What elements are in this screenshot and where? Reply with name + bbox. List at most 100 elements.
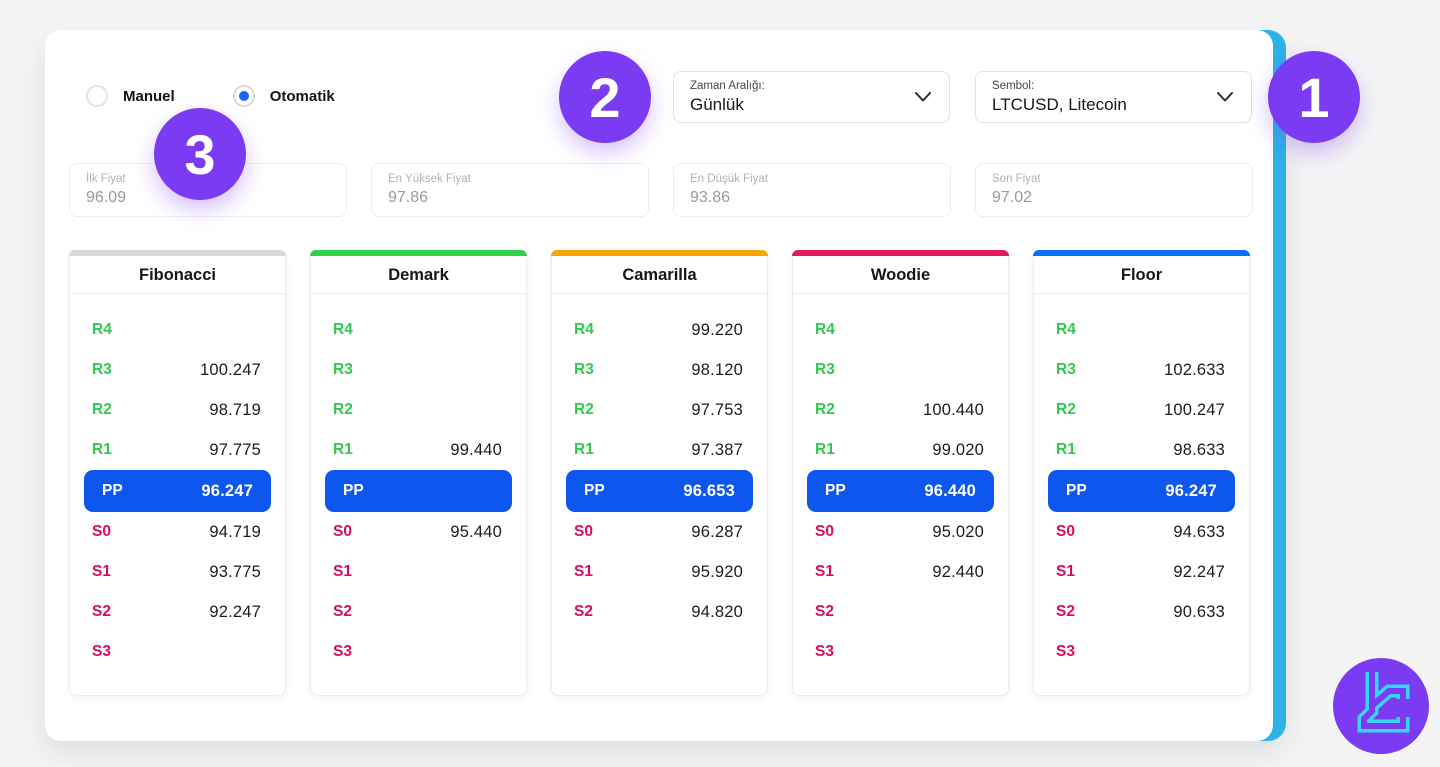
pivot-row-s2: S2 94.820 bbox=[552, 592, 767, 632]
pivot-row-value: 100.247 bbox=[199, 360, 261, 379]
pivot-row-r4: R4 bbox=[793, 310, 1008, 350]
pivot-row-label: PP bbox=[102, 482, 123, 499]
pivot-row-label: R1 bbox=[574, 441, 594, 458]
pivot-row-value: 94.719 bbox=[209, 522, 261, 541]
pivot-row-value: 96.440 bbox=[924, 481, 976, 500]
pivot-row-r4: R4 bbox=[311, 310, 526, 350]
pivot-row-value: 96.247 bbox=[1165, 481, 1217, 500]
method-rows: R4 R3 100.247 R2 98.719 R1 97.775 PP 96.247 S0 94.… bbox=[70, 294, 285, 672]
pivot-row-s3: S3 bbox=[1034, 632, 1249, 672]
method-card-fibonacci: Fibonacci R4 R3 100.247 R2 98.719 R1 97.775 PP 96… bbox=[69, 250, 286, 696]
pivot-row-value: 96.653 bbox=[683, 481, 735, 500]
method-rows: R4 99.220 R3 98.120 R2 97.753 R1 97.387 PP 96.653… bbox=[552, 294, 767, 632]
pivot-row-r2: R2 bbox=[311, 390, 526, 430]
pivot-row-label: R3 bbox=[574, 361, 594, 378]
method-rows: R4 R3 R2 100.440 R1 99.020 PP 96.440 S0 95.020 S1 9… bbox=[793, 294, 1008, 672]
pivot-row-pp: PP 96.653 bbox=[566, 470, 753, 512]
pivot-row-value: 95.920 bbox=[691, 562, 743, 581]
pivot-row-r3: R3 bbox=[311, 350, 526, 390]
symbol-select-value: LTCUSD, Litecoin bbox=[992, 95, 1127, 114]
interval-select[interactable]: Zaman Aralığı: Günlük bbox=[673, 71, 950, 123]
pivot-row-label: S3 bbox=[815, 643, 834, 660]
pivot-row-value: 98.120 bbox=[691, 360, 743, 379]
pivot-row-value: 99.020 bbox=[932, 440, 984, 459]
pivot-row-label: R4 bbox=[815, 321, 835, 338]
pivot-row-label: S2 bbox=[574, 603, 593, 620]
pivot-row-label: PP bbox=[825, 482, 846, 499]
pivot-row-label: R4 bbox=[574, 321, 594, 338]
pivot-row-r3: R3 bbox=[793, 350, 1008, 390]
method-card-demark: Demark R4 R3 R2 R1 99.440 PP S0 95.440 S1 S2 S3 bbox=[310, 250, 527, 696]
method-color-strip bbox=[1033, 250, 1250, 256]
method-color-strip bbox=[792, 250, 1009, 256]
pivot-row-value: 96.287 bbox=[691, 522, 743, 541]
symbol-select-label: Sembol: bbox=[992, 80, 1035, 92]
method-title: Demark bbox=[311, 256, 526, 294]
method-rows: R4 R3 R2 R1 99.440 PP S0 95.440 S1 S2 S3 bbox=[311, 294, 526, 672]
method-title: Camarilla bbox=[552, 256, 767, 294]
pivot-row-label: S3 bbox=[1056, 643, 1075, 660]
method-title: Woodie bbox=[793, 256, 1008, 294]
pivot-row-value: 92.247 bbox=[209, 602, 261, 621]
pivot-row-r1: R1 97.387 bbox=[552, 430, 767, 470]
pivot-row-value: 97.387 bbox=[691, 440, 743, 459]
pivot-row-label: R2 bbox=[333, 401, 353, 418]
pivot-row-value: 94.820 bbox=[691, 602, 743, 621]
method-title: Fibonacci bbox=[70, 256, 285, 294]
pivot-row-label: S1 bbox=[1056, 563, 1075, 580]
annotation-badge-2: 2 bbox=[559, 51, 651, 143]
radio-manuel-label: Manuel bbox=[123, 87, 175, 105]
pivot-row-label: S1 bbox=[815, 563, 834, 580]
method-card-woodie: Woodie R4 R3 R2 100.440 R1 99.020 PP 96.440 S0 95.… bbox=[792, 250, 1009, 696]
pivot-row-label: S0 bbox=[92, 523, 111, 540]
pivot-row-r3: R3 102.633 bbox=[1034, 350, 1249, 390]
pivot-row-r4: R4 bbox=[1034, 310, 1249, 350]
pivot-row-s3: S3 bbox=[70, 632, 285, 672]
pivot-row-value: 95.020 bbox=[932, 522, 984, 541]
pivot-row-label: R3 bbox=[815, 361, 835, 378]
pivot-row-value: 98.719 bbox=[209, 400, 261, 419]
pivot-row-s1: S1 95.920 bbox=[552, 552, 767, 592]
mode-radio-group: Manuel Otomatik bbox=[86, 85, 335, 107]
low-price-field[interactable]: En Düşük Fiyat 93.86 bbox=[673, 163, 951, 217]
close-price-field[interactable]: Son Fiyat 97.02 bbox=[975, 163, 1253, 217]
pivot-row-r4: R4 bbox=[70, 310, 285, 350]
radio-option-manuel[interactable]: Manuel bbox=[86, 85, 175, 107]
main-panel: Manuel Otomatik Zaman Aralığı: Günlük Se… bbox=[45, 30, 1286, 741]
pivot-row-r3: R3 100.247 bbox=[70, 350, 285, 390]
pivot-row-r2: R2 100.440 bbox=[793, 390, 1008, 430]
brand-logo-lc-monogram-icon bbox=[1333, 658, 1429, 754]
radio-option-otomatik[interactable]: Otomatik bbox=[232, 85, 335, 107]
pivot-row-value: 97.775 bbox=[209, 440, 261, 459]
pivot-row-pp: PP 96.247 bbox=[1048, 470, 1235, 512]
radio-otomatik[interactable] bbox=[232, 85, 255, 107]
pivot-row-value: 102.633 bbox=[1163, 360, 1225, 379]
pivot-row-r1: R1 99.440 bbox=[311, 430, 526, 470]
symbol-select[interactable]: Sembol: LTCUSD, Litecoin bbox=[975, 71, 1252, 123]
pivot-row-label: R2 bbox=[815, 401, 835, 418]
pivot-row-s1: S1 92.247 bbox=[1034, 552, 1249, 592]
high-price-field[interactable]: En Yüksek Fiyat 97.86 bbox=[371, 163, 649, 217]
pivot-row-s2: S2 bbox=[793, 592, 1008, 632]
pivot-row-label: R3 bbox=[92, 361, 112, 378]
close-price-value: 97.02 bbox=[992, 189, 1033, 206]
pivot-row-label: R1 bbox=[1056, 441, 1076, 458]
pivot-row-s2: S2 92.247 bbox=[70, 592, 285, 632]
pivot-row-value: 92.247 bbox=[1173, 562, 1225, 581]
pivot-row-r3: R3 98.120 bbox=[552, 350, 767, 390]
pivot-row-s2: S2 90.633 bbox=[1034, 592, 1249, 632]
pivot-row-value: 94.633 bbox=[1173, 522, 1225, 541]
close-price-label: Son Fiyat bbox=[992, 173, 1041, 185]
pivot-row-label: S2 bbox=[815, 603, 834, 620]
chevron-down-icon bbox=[915, 92, 931, 102]
pivot-row-s2: S2 bbox=[311, 592, 526, 632]
pivot-row-s0: S0 95.440 bbox=[311, 512, 526, 552]
radio-manuel[interactable] bbox=[86, 85, 108, 107]
pivot-row-r2: R2 98.719 bbox=[70, 390, 285, 430]
pivot-row-label: S1 bbox=[574, 563, 593, 580]
pivot-row-label: R2 bbox=[92, 401, 112, 418]
pivot-row-s1: S1 93.775 bbox=[70, 552, 285, 592]
pivot-row-s0: S0 95.020 bbox=[793, 512, 1008, 552]
pivot-row-pp: PP 96.247 bbox=[84, 470, 271, 512]
pivot-row-label: R2 bbox=[574, 401, 594, 418]
